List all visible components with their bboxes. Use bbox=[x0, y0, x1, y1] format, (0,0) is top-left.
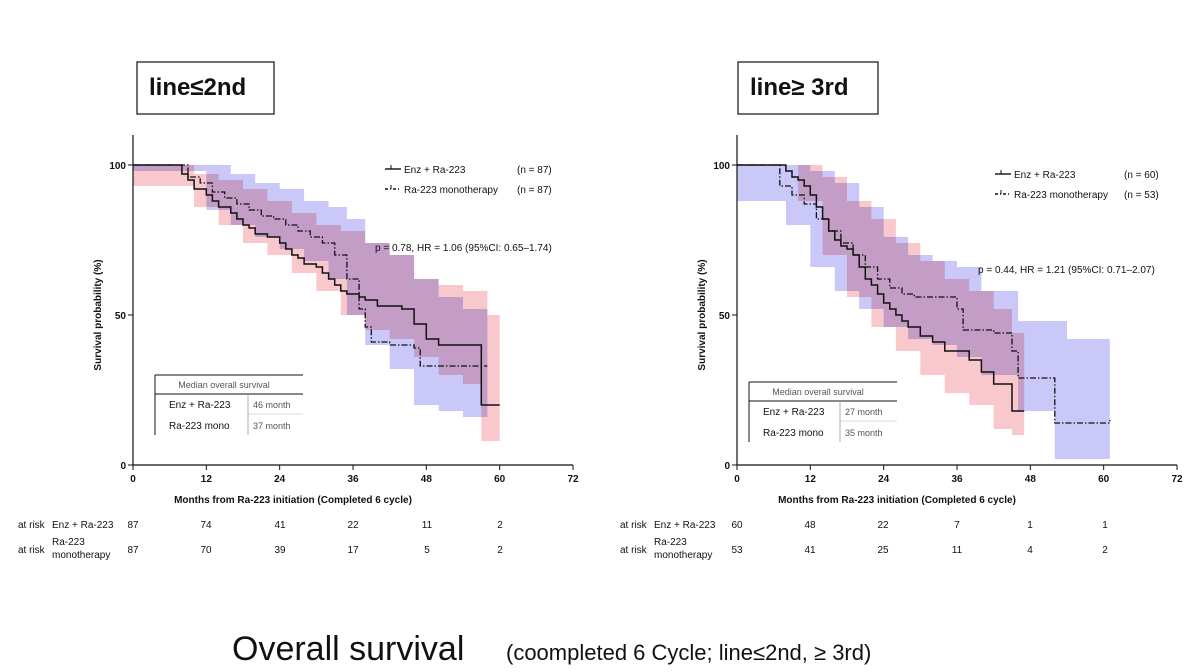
median-table-group: Enz + Ra-223 bbox=[169, 400, 231, 411]
at-risk-label: Enz + Ra-223 bbox=[52, 520, 114, 531]
footer-title: Overall survival bbox=[232, 630, 464, 668]
y-axis-label: Survival probability (%) bbox=[93, 259, 104, 370]
panel-title-box bbox=[136, 61, 275, 115]
stat-text: p = 0.78, HR = 1.06 (95%CI: 0.65–1.74) bbox=[375, 243, 552, 254]
at-risk-value: 25 bbox=[877, 545, 889, 556]
at-risk-value: 22 bbox=[877, 520, 889, 531]
y-tick-label: 100 bbox=[713, 161, 730, 172]
median-table-group: Enz + Ra-223 bbox=[763, 407, 825, 418]
median-table-value: 46 month bbox=[253, 400, 291, 410]
x-tick-label: 36 bbox=[951, 474, 963, 485]
enz-survival-curve bbox=[133, 164, 500, 406]
x-tick-label: 12 bbox=[201, 474, 213, 485]
at-risk-value: 17 bbox=[347, 545, 359, 556]
at-risk-value: 41 bbox=[274, 520, 286, 531]
x-tick-label: 72 bbox=[1171, 474, 1183, 485]
x-tick-label: 0 bbox=[130, 474, 136, 485]
legend-n: (n = 87) bbox=[517, 165, 552, 176]
y-tick-label: 100 bbox=[109, 161, 126, 172]
x-tick-label: 60 bbox=[494, 474, 506, 485]
at-risk-value: 7 bbox=[954, 520, 960, 531]
median-table-value: 37 month bbox=[253, 421, 291, 431]
x-tick-label: 24 bbox=[274, 474, 286, 485]
at-risk-value: 53 bbox=[731, 545, 743, 556]
x-tick-label: 12 bbox=[805, 474, 817, 485]
at-risk-value: 41 bbox=[804, 545, 816, 556]
at-risk-label: monotherapy bbox=[52, 550, 110, 561]
stat-text: p = 0.44, HR = 1.21 (95%CI: 0.71–2.07) bbox=[978, 265, 1155, 276]
y-tick-label: 50 bbox=[115, 311, 127, 322]
median-table-value: 27 month bbox=[845, 407, 883, 417]
legend-n: (n = 60) bbox=[1124, 170, 1159, 181]
median-table-group: Ra-223 mono bbox=[763, 428, 824, 439]
at-risk-value: 60 bbox=[731, 520, 743, 531]
at-risk-prefix: at risk bbox=[620, 520, 648, 531]
x-tick-label: 48 bbox=[421, 474, 433, 485]
at-risk-label: Enz + Ra-223 bbox=[654, 520, 716, 531]
median-table-header: Median overall survival bbox=[178, 380, 270, 390]
legend-n: (n = 53) bbox=[1124, 190, 1159, 201]
at-risk-value: 48 bbox=[804, 520, 816, 531]
x-tick-label: 72 bbox=[567, 474, 579, 485]
x-axis-label: Months from Ra-223 initiation (Completed… bbox=[778, 495, 1016, 506]
median-table-group: Ra-223 mono bbox=[169, 421, 230, 432]
x-tick-label: 48 bbox=[1025, 474, 1037, 485]
at-risk-value: 2 bbox=[497, 545, 503, 556]
legend-n: (n = 87) bbox=[517, 185, 552, 196]
y-tick-label: 0 bbox=[724, 461, 730, 472]
enz-survival-curve bbox=[737, 164, 1025, 412]
at-risk-value: 2 bbox=[497, 520, 503, 531]
x-axis-label: Months from Ra-223 initiation (Completed… bbox=[174, 495, 412, 506]
legend-label: Ra-223 monotherapy bbox=[404, 185, 498, 196]
at-risk-value: 4 bbox=[1027, 545, 1033, 556]
at-risk-value: 11 bbox=[952, 545, 963, 556]
at-risk-value: 70 bbox=[200, 545, 212, 556]
footer-subtitle: (coompleted 6 Cycle; line≤2nd, ≥ 3rd) bbox=[506, 640, 871, 665]
at-risk-label: monotherapy bbox=[654, 550, 712, 561]
at-risk-label: Ra-223 bbox=[52, 537, 85, 548]
panel-title: line≥ 3rd bbox=[750, 74, 849, 101]
x-tick-label: 24 bbox=[878, 474, 890, 485]
at-risk-prefix: at risk bbox=[18, 520, 46, 531]
mono-survival-curve bbox=[737, 164, 1111, 424]
legend-label: Enz + Ra-223 bbox=[404, 165, 466, 176]
at-risk-prefix: at risk bbox=[620, 545, 648, 556]
at-risk-value: 1 bbox=[1027, 520, 1033, 531]
x-tick-label: 36 bbox=[347, 474, 359, 485]
at-risk-value: 22 bbox=[347, 520, 359, 531]
mono-survival-curve bbox=[133, 164, 488, 367]
at-risk-value: 39 bbox=[274, 545, 286, 556]
at-risk-value: 87 bbox=[127, 520, 139, 531]
legend-label: Enz + Ra-223 bbox=[1014, 170, 1076, 181]
panel-title-box bbox=[737, 61, 879, 115]
y-tick-label: 0 bbox=[120, 461, 126, 472]
median-table-header: Median overall survival bbox=[772, 387, 864, 397]
legend-label: Ra-223 monotherapy bbox=[1014, 190, 1108, 201]
panel-line-le-2nd: line≤2nd 0 12 24 36 48 60 72 0 50 100 Months from R… bbox=[18, 61, 579, 561]
at-risk-value: 2 bbox=[1102, 545, 1108, 556]
median-table-value: 35 month bbox=[845, 428, 883, 438]
at-risk-prefix: at risk bbox=[18, 545, 46, 556]
at-risk-value: 11 bbox=[422, 520, 433, 531]
x-tick-label: 60 bbox=[1098, 474, 1110, 485]
at-risk-value: 5 bbox=[424, 545, 430, 556]
at-risk-value: 74 bbox=[200, 520, 212, 531]
mono-ci-band bbox=[133, 165, 488, 417]
mono-ci-band bbox=[737, 165, 1110, 459]
x-tick-label: 0 bbox=[734, 474, 740, 485]
y-axis-label: Survival probability (%) bbox=[697, 259, 708, 370]
at-risk-value: 87 bbox=[127, 545, 139, 556]
panel-title: line≤2nd bbox=[149, 74, 246, 101]
at-risk-value: 1 bbox=[1102, 520, 1108, 531]
y-tick-label: 50 bbox=[719, 311, 731, 322]
at-risk-label: Ra-223 bbox=[654, 537, 687, 548]
